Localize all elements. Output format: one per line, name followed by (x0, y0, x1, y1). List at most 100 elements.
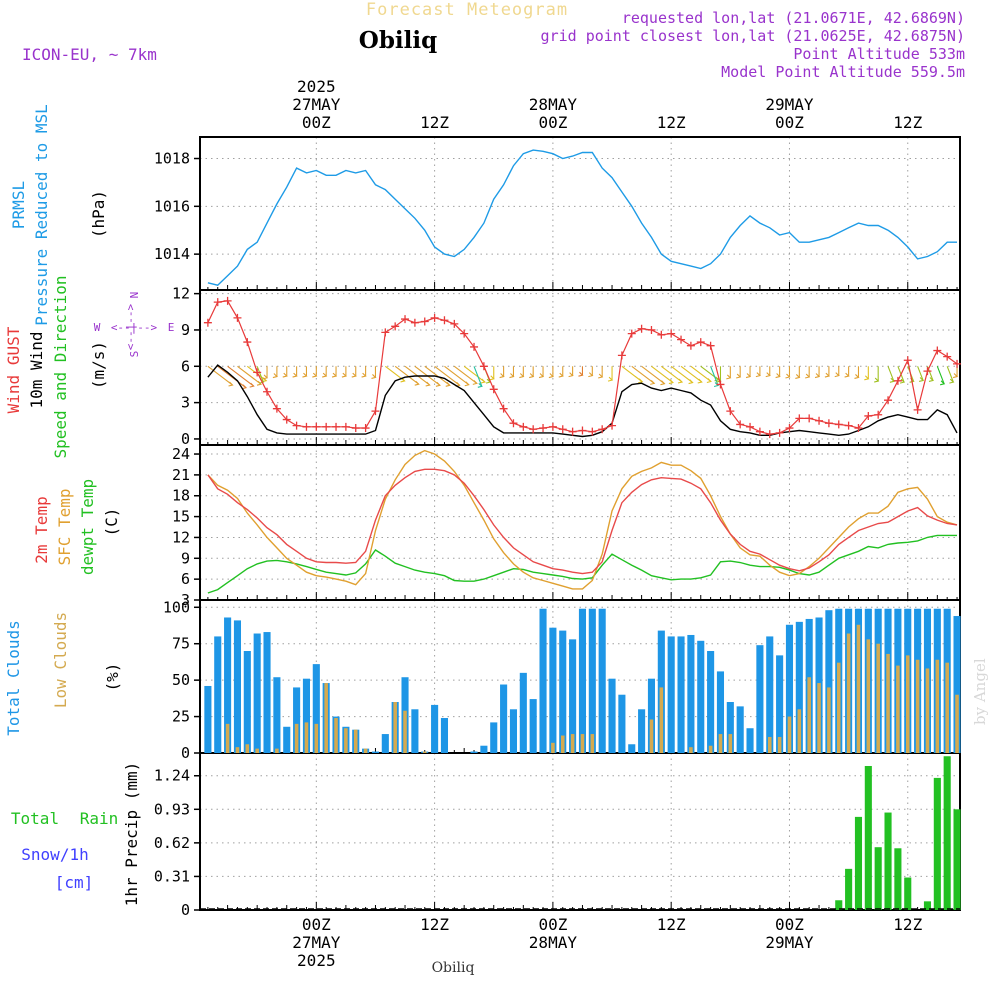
gust-marker (913, 405, 922, 414)
wind-arrow-head (775, 373, 781, 379)
wind-arrow-head (598, 373, 604, 379)
gust-marker (519, 422, 528, 431)
gust-marker (953, 359, 962, 368)
gust-marker (381, 328, 390, 337)
wind-arrow-head (706, 378, 712, 384)
gust-marker (765, 430, 774, 439)
low-cloud-bar (896, 665, 900, 753)
wind-direction-arrows (207, 365, 959, 390)
low-cloud-bar (915, 659, 920, 753)
total-cloud-bar (273, 677, 281, 753)
wind-arrow (680, 365, 703, 383)
y-tick-label: 15 (172, 508, 190, 526)
total-cloud-bar (539, 608, 547, 753)
total-cloud-bar (204, 685, 212, 753)
gust-marker (470, 342, 479, 351)
header-supertitle: Forecast Meteogram (366, 0, 568, 20)
wind-arrow-head (292, 372, 298, 378)
y-tick-label: 1016 (154, 197, 190, 215)
rain-bar (904, 877, 912, 910)
low-cloud-bar (314, 723, 319, 753)
gust-marker (815, 416, 824, 425)
top-time-label: 00Z (302, 113, 331, 132)
panel-frames (199, 136, 961, 911)
top-time-label: 12Z (893, 113, 922, 132)
wind-arrow-head (256, 380, 263, 386)
bottom-date-label: 28MAY (529, 933, 578, 952)
clouds-label-low: Low Clouds (51, 612, 70, 708)
y-tick-label: 25 (172, 708, 190, 726)
gust-marker (805, 414, 814, 423)
wind-arrow-head (844, 372, 850, 378)
wind-arrow-head (928, 377, 935, 382)
wind-arrow-head (331, 372, 338, 378)
total-cloud-bar (233, 620, 242, 753)
wind-arrow-head (736, 373, 742, 379)
wind-arrow-head (688, 379, 694, 385)
gust-marker (755, 427, 764, 436)
pressure-label-unit: (hPa) (89, 190, 108, 238)
gust-marker (834, 420, 843, 429)
total-cloud-bar (559, 630, 567, 753)
gust-marker (943, 352, 952, 361)
total-cloud-bar (243, 651, 251, 753)
y-tick-label: 21 (172, 466, 190, 484)
y-tick-label: 75 (172, 635, 190, 653)
precip-panel: Total Rain Snow/1h [cm] 1hr Precip (mm) (11, 756, 961, 910)
wind-arrow (887, 366, 895, 382)
low-cloud-bar (363, 748, 368, 753)
wind-arrow (641, 365, 665, 385)
footer-location: Obiliq (432, 960, 475, 976)
total-cloud-bar (766, 636, 774, 753)
wind-arrow-head (668, 379, 674, 385)
wind-panel: Wind GUST 10m Wind Speed and Direction (… (4, 275, 962, 459)
compass-ew-arrows: <--|--> (111, 321, 158, 334)
total-cloud-bar (293, 687, 301, 753)
gust-marker (588, 427, 597, 436)
total-cloud-bar (628, 744, 636, 753)
wind-gust-markers (203, 296, 962, 439)
low-cloud-bar (935, 659, 940, 753)
gust-marker (410, 318, 419, 327)
top-date-label: 27MAY (292, 95, 341, 114)
wind-arrow-head (755, 372, 761, 378)
total-cloud-bar (736, 706, 744, 753)
wind-arrow-head (499, 373, 505, 379)
gust-marker (548, 422, 557, 431)
rain-bars (200, 756, 961, 910)
y-tick-label: 0 (181, 744, 190, 762)
total-cloud-bar (431, 704, 439, 753)
wind-label-speeddir: Speed and Direction (51, 275, 70, 458)
rain-bar (884, 812, 892, 910)
gust-marker (332, 422, 341, 431)
gust-marker (716, 380, 725, 389)
total-cloud-bar (647, 678, 656, 753)
wind-arrow-head (472, 379, 478, 385)
gust-marker (322, 422, 331, 431)
temp-label-sfc: SFC Temp (55, 488, 74, 565)
top-time-label: 12Z (657, 113, 686, 132)
gust-marker (460, 329, 469, 338)
low-cloud-bar (689, 747, 693, 753)
low-cloud-bar (590, 734, 595, 753)
wind-speed-line (207, 364, 958, 438)
low-cloud-bar (767, 736, 772, 753)
pressure-panel: PRMSL Pressure Reduced to MSL (hPa) (9, 104, 957, 326)
low-cloud-bar (905, 655, 910, 753)
wind-arrow-head (568, 372, 574, 378)
wind-arrow (946, 366, 954, 383)
gust-marker (933, 346, 942, 355)
total-cloud-bar (519, 672, 527, 753)
header-location: Obiliq (359, 27, 437, 54)
gust-marker (391, 322, 400, 331)
clouds-label-total: Total Clouds (4, 620, 23, 736)
gust-marker (884, 396, 893, 405)
gust-marker (775, 428, 784, 437)
total-cloud-bar (785, 624, 794, 753)
bottom-date-label: 29MAY (765, 933, 814, 952)
total-cloud-bar (756, 645, 764, 753)
clouds-label-unit: (%) (103, 663, 122, 692)
gust-marker (440, 316, 449, 325)
clouds-panel: Total Clouds Low Clouds (%) (4, 608, 961, 753)
gust-marker (598, 425, 607, 434)
